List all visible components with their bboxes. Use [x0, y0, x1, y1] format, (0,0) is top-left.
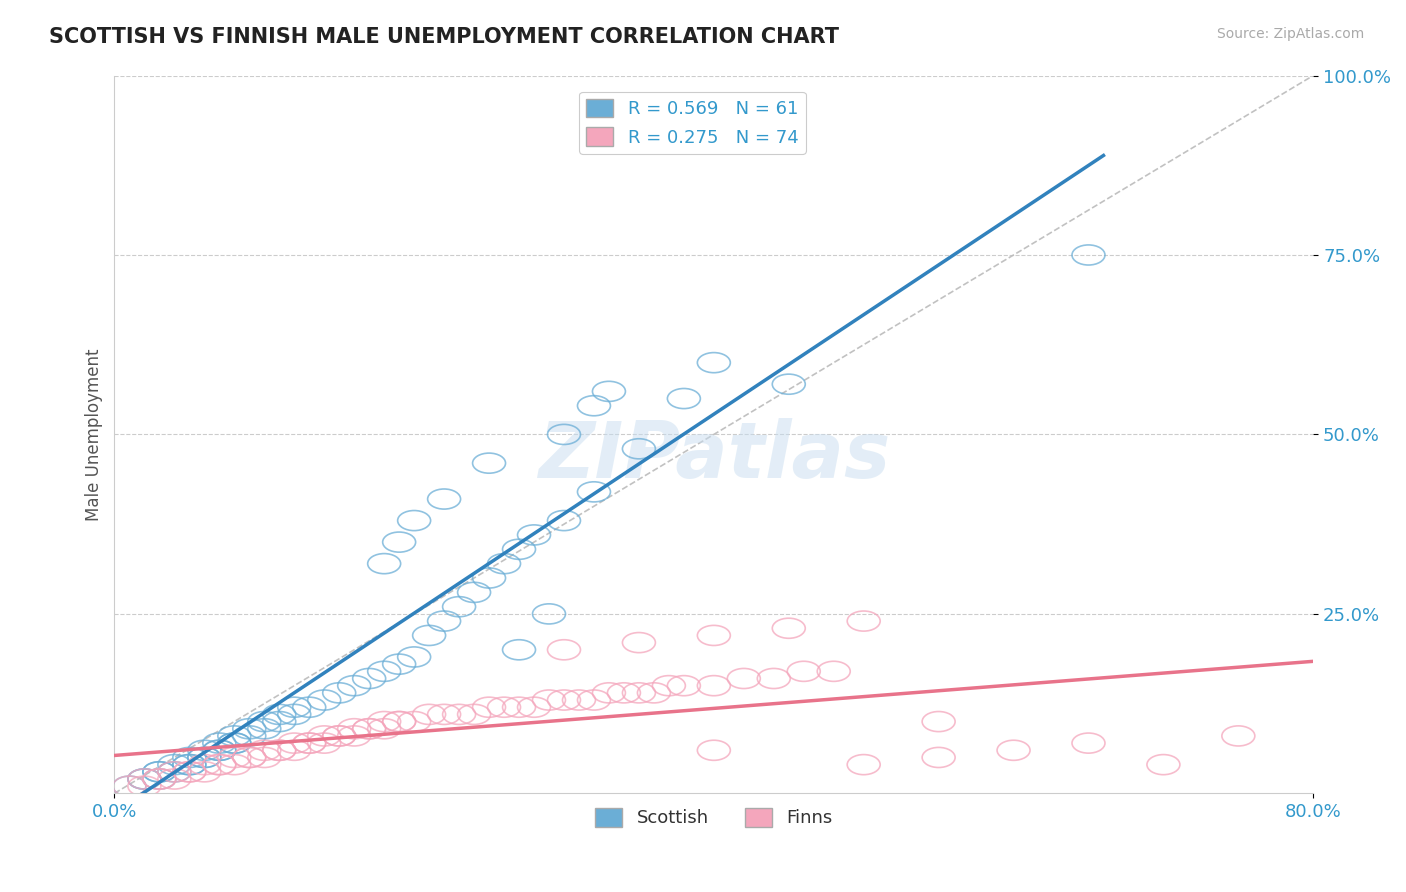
Text: SCOTTISH VS FINNISH MALE UNEMPLOYMENT CORRELATION CHART: SCOTTISH VS FINNISH MALE UNEMPLOYMENT CO… — [49, 27, 839, 46]
Y-axis label: Male Unemployment: Male Unemployment — [86, 348, 103, 521]
Text: ZIPatlas: ZIPatlas — [537, 418, 890, 494]
Legend: Scottish, Finns: Scottish, Finns — [588, 801, 839, 835]
Text: Source: ZipAtlas.com: Source: ZipAtlas.com — [1216, 27, 1364, 41]
